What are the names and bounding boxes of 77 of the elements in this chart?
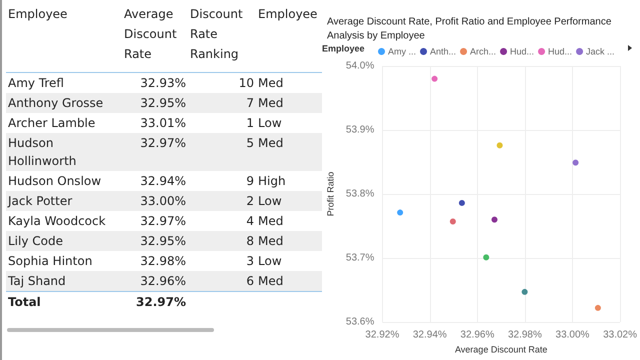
text: Low (258, 254, 282, 268)
legend-label: Anth... (430, 46, 456, 56)
text: Med (258, 274, 284, 288)
y-tick-label: 53.6% (346, 316, 374, 328)
text: Low (258, 194, 282, 208)
text: 3 (246, 254, 254, 268)
text: Low (258, 116, 282, 130)
text: High (258, 174, 286, 188)
text: Med (258, 214, 284, 228)
text: 2 (246, 194, 254, 208)
category-label: Average Discount Rate (122, 0, 188, 72)
x-axis-title: Average Discount Rate (454, 344, 548, 354)
text: Jack Potter (8, 194, 72, 208)
point (491, 216, 498, 223)
text: 5 (246, 136, 254, 150)
category-label: Employee (256, 0, 322, 72)
point (496, 142, 503, 148)
text: 32.97% (140, 136, 186, 150)
point (450, 218, 456, 225)
legend-title: Employee (322, 44, 365, 54)
legend-label: Amy ... (388, 46, 416, 56)
text: 32.95% (140, 234, 186, 248)
point (522, 288, 528, 295)
text: Anthony Grosse (8, 96, 104, 110)
text: Hudson Hollinworth (8, 136, 76, 168)
chart-title: Average Discount Rate, Profit Ratio and Employee Performance Analysis by Employee (327, 16, 614, 42)
y-tick-label: 53.9% (346, 124, 374, 136)
y-axis-title: Profit Ratio (326, 172, 336, 216)
text: 32.96% (140, 274, 186, 288)
text: Hudson Onslow (8, 174, 102, 188)
text: 8 (246, 234, 254, 248)
point (483, 254, 490, 260)
text: 6 (246, 274, 254, 288)
category-label: Discount Rate Ranking (188, 0, 256, 72)
text: Med (258, 234, 284, 248)
y-tick-label: 53.7% (346, 252, 374, 264)
x-tick-label: 32.98% (508, 330, 542, 340)
text: 4 (246, 214, 254, 228)
text: 32.95% (140, 96, 186, 110)
text: Archer Lamble (8, 116, 96, 130)
x-tick-label: 32.92% (365, 330, 400, 340)
text: Total (8, 295, 41, 309)
text: 32.94% (140, 174, 186, 188)
text: 1 (246, 116, 254, 130)
x-tick-label: 32.94% (412, 330, 447, 340)
text: Taj Shand (8, 274, 66, 288)
point (397, 210, 404, 216)
legend-label: Arch... (470, 46, 496, 56)
y-tick-label: 53.8% (346, 188, 374, 200)
x-tick-label: 32.96% (460, 330, 494, 340)
text: Lily Code (8, 234, 63, 248)
text: 10 (238, 76, 254, 90)
text: 32.97% (140, 214, 186, 228)
text: Med (258, 136, 284, 150)
point (432, 76, 438, 82)
x-tick-label: 33.02% (603, 330, 638, 340)
text: 32.93% (140, 76, 186, 90)
point (572, 160, 579, 166)
text: 32.97% (136, 295, 186, 309)
legend-label: Hud... (510, 46, 534, 56)
point (594, 304, 601, 311)
legend-label: Hud... (548, 46, 572, 56)
text: Amy Trefl (8, 76, 64, 90)
legend-label: Jack ... (586, 46, 615, 56)
x-tick-label: 33.00% (556, 330, 590, 340)
text: Med (258, 96, 284, 110)
text: 9 (246, 174, 254, 188)
text: 7 (246, 96, 254, 110)
text: Kayla Woodcock (8, 214, 106, 228)
category-label: Employee (6, 0, 122, 72)
text: Sophia Hinton (8, 254, 92, 268)
text: 33.01% (140, 116, 186, 130)
text: 33.00% (140, 194, 186, 208)
text: 32.98% (140, 254, 186, 268)
text: Med (258, 76, 284, 90)
point (458, 200, 465, 206)
y-tick-label: 54.0% (346, 60, 374, 72)
